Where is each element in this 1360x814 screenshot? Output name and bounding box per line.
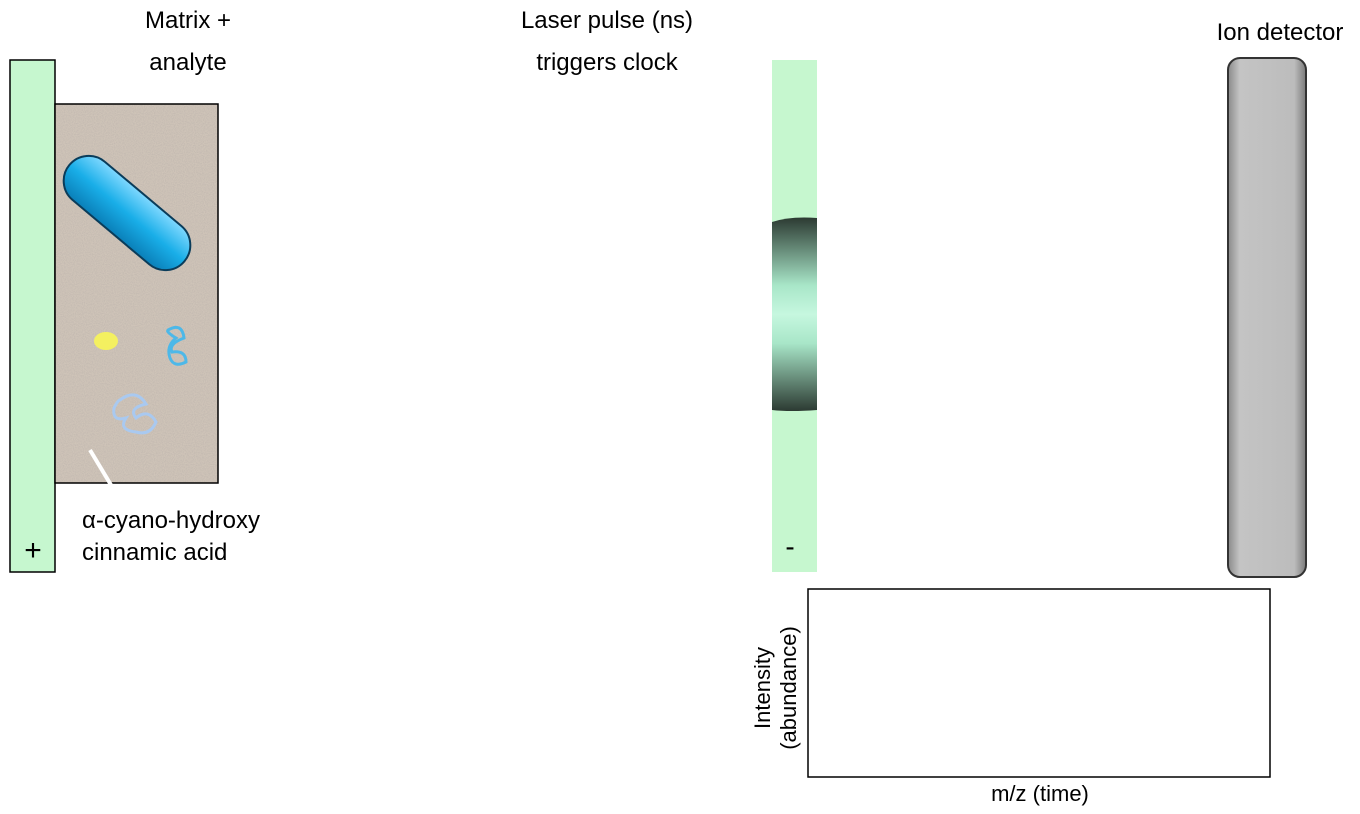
diagram: Matrix + analyte + α-cyano-hydroxy cinna… xyxy=(0,0,1360,809)
grid-aperture xyxy=(772,218,817,412)
y-axis-label: Intensity xyxy=(750,647,775,729)
anode-plate xyxy=(10,60,55,572)
x-axis-label: m/z (time) xyxy=(991,781,1089,806)
grid-sign: - xyxy=(785,531,794,562)
laser-title: Laser pulse (ns) xyxy=(521,7,693,34)
ion-detector xyxy=(1228,58,1306,577)
spectrum-box xyxy=(808,589,1270,777)
y-axis-label: (abundance) xyxy=(776,626,801,750)
analyte-yellow xyxy=(94,332,118,350)
detector-title: Ion detector xyxy=(1217,19,1344,46)
matrix-label: cinnamic acid xyxy=(82,539,227,566)
sample-title: Matrix + xyxy=(145,7,231,34)
sample-title: analyte xyxy=(149,49,226,76)
anode-sign: + xyxy=(24,534,42,567)
laser-title: triggers clock xyxy=(536,49,678,76)
matrix-label: α-cyano-hydroxy xyxy=(82,507,260,534)
